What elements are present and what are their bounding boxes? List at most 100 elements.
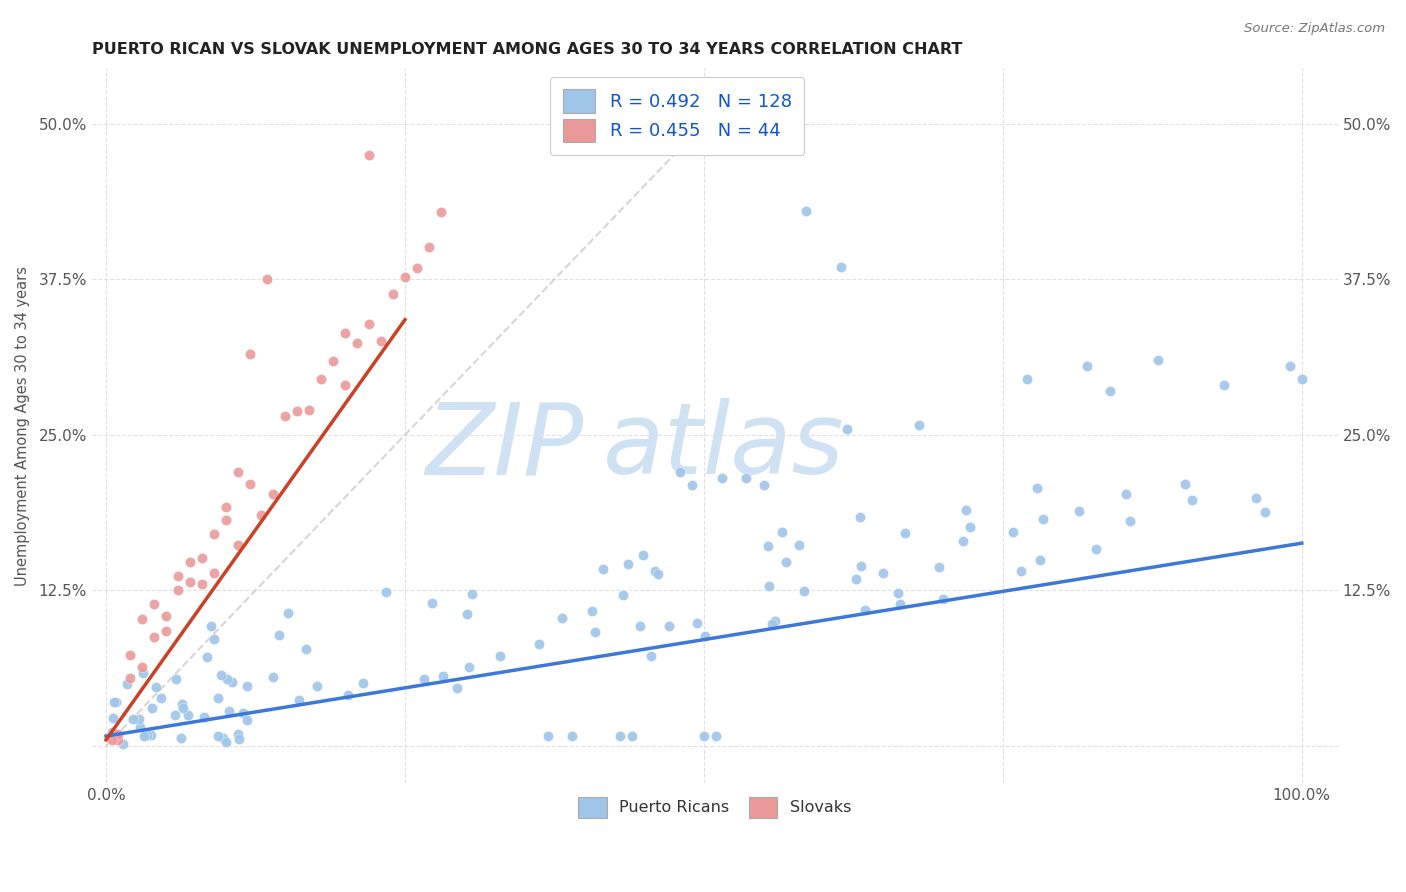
Point bbox=[214, 735, 236, 749]
Point bbox=[202, 526, 225, 541]
Point bbox=[131, 660, 153, 674]
Point bbox=[298, 402, 321, 417]
Point bbox=[845, 572, 868, 586]
Point bbox=[274, 409, 297, 424]
Point bbox=[669, 465, 692, 479]
Point bbox=[115, 677, 138, 691]
Point bbox=[165, 672, 187, 686]
Point bbox=[166, 568, 188, 582]
Point bbox=[288, 693, 311, 707]
Point bbox=[218, 705, 240, 719]
Point bbox=[581, 604, 603, 618]
Point bbox=[262, 670, 284, 684]
Point bbox=[561, 729, 583, 743]
Point bbox=[235, 679, 257, 693]
Point bbox=[104, 695, 127, 709]
Point bbox=[250, 508, 273, 522]
Point bbox=[226, 465, 249, 479]
Point bbox=[537, 729, 560, 743]
Point bbox=[758, 579, 780, 593]
Y-axis label: Unemployment Among Ages 30 to 34 years: Unemployment Among Ages 30 to 34 years bbox=[15, 266, 30, 585]
Point bbox=[640, 649, 662, 664]
Point bbox=[131, 611, 153, 625]
Point bbox=[352, 675, 374, 690]
Point bbox=[1084, 542, 1107, 557]
Point bbox=[908, 417, 931, 432]
Point bbox=[446, 681, 468, 695]
Point bbox=[837, 422, 859, 436]
Point bbox=[370, 334, 392, 348]
Point bbox=[207, 729, 229, 743]
Point bbox=[1244, 491, 1267, 506]
Point bbox=[335, 326, 357, 340]
Point bbox=[406, 261, 429, 276]
Point bbox=[262, 487, 284, 501]
Point bbox=[952, 533, 974, 548]
Point bbox=[704, 729, 727, 743]
Point bbox=[489, 648, 512, 663]
Point bbox=[770, 524, 793, 539]
Point bbox=[1032, 512, 1054, 526]
Point bbox=[256, 272, 278, 286]
Point bbox=[322, 354, 344, 368]
Point bbox=[458, 660, 481, 674]
Point bbox=[763, 614, 786, 628]
Point bbox=[101, 711, 124, 725]
Point bbox=[583, 625, 606, 640]
Point bbox=[658, 619, 681, 633]
Point bbox=[335, 377, 357, 392]
Point bbox=[217, 672, 239, 686]
Point bbox=[150, 691, 173, 706]
Point bbox=[693, 729, 716, 743]
Point bbox=[461, 587, 484, 601]
Point bbox=[609, 729, 631, 743]
Point bbox=[238, 347, 260, 361]
Point bbox=[129, 720, 152, 734]
Point bbox=[118, 648, 141, 662]
Point bbox=[170, 731, 193, 746]
Text: atlas: atlas bbox=[603, 399, 844, 495]
Point bbox=[267, 627, 290, 641]
Point bbox=[761, 616, 783, 631]
Point bbox=[633, 548, 655, 562]
Point bbox=[851, 558, 873, 573]
Point bbox=[103, 726, 125, 740]
Point bbox=[214, 513, 236, 527]
Point bbox=[894, 526, 917, 541]
Point bbox=[346, 335, 368, 350]
Point bbox=[752, 477, 775, 491]
Point bbox=[1076, 359, 1098, 374]
Point bbox=[1254, 505, 1277, 519]
Point bbox=[394, 269, 416, 284]
Point bbox=[681, 477, 703, 491]
Point bbox=[432, 668, 454, 682]
Point bbox=[200, 618, 222, 632]
Point bbox=[359, 148, 381, 162]
Point bbox=[931, 592, 953, 607]
Point bbox=[1119, 514, 1142, 528]
Point bbox=[179, 555, 201, 569]
Point bbox=[202, 566, 225, 581]
Point bbox=[374, 585, 396, 599]
Point bbox=[734, 471, 756, 485]
Text: ZIP: ZIP bbox=[426, 399, 583, 495]
Point bbox=[277, 606, 299, 620]
Point bbox=[1002, 524, 1025, 539]
Point bbox=[830, 260, 852, 274]
Point bbox=[172, 697, 194, 711]
Point bbox=[221, 675, 243, 690]
Point bbox=[592, 561, 614, 575]
Point bbox=[155, 608, 177, 623]
Point bbox=[420, 596, 443, 610]
Legend: Puerto Ricans, Slovaks: Puerto Ricans, Slovaks bbox=[569, 789, 859, 825]
Point bbox=[190, 577, 212, 591]
Point bbox=[209, 668, 232, 682]
Point bbox=[236, 714, 259, 728]
Point bbox=[621, 729, 644, 743]
Point bbox=[132, 665, 155, 680]
Point bbox=[103, 695, 125, 709]
Point bbox=[307, 679, 329, 693]
Point bbox=[214, 500, 236, 515]
Point bbox=[710, 471, 733, 485]
Point bbox=[794, 203, 817, 218]
